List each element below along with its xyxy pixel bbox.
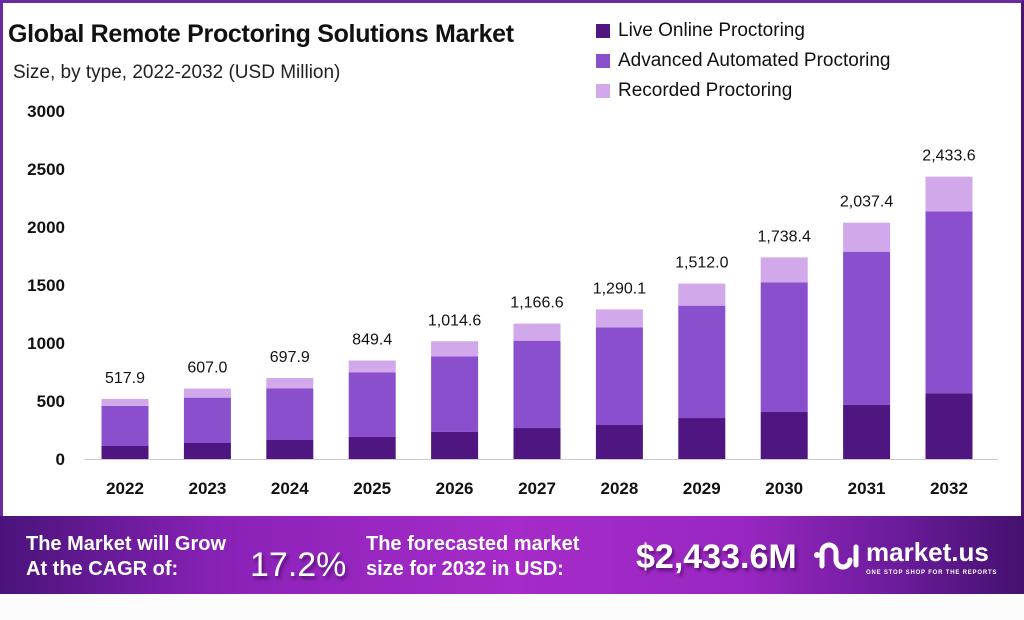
cagr-label-line1: The Market will Grow bbox=[26, 533, 227, 555]
total-label-2025: 849.4 bbox=[352, 331, 392, 348]
legend-item-advanced: Advanced Automated Proctoring bbox=[596, 46, 891, 76]
legend-swatch-live bbox=[596, 24, 610, 38]
bar-segment-recorded-2022 bbox=[101, 398, 149, 406]
y-tick-label: 1500 bbox=[27, 276, 65, 295]
y-tick-label: 2000 bbox=[27, 218, 65, 237]
bar-segment-advanced-2024 bbox=[266, 388, 314, 440]
x-tick-label-2027: 2027 bbox=[518, 479, 556, 498]
bar-segment-recorded-2026 bbox=[431, 341, 479, 357]
chart-subtitle: Size, by type, 2022-2032 (USD Million) bbox=[13, 62, 341, 83]
total-label-2029: 1,512.0 bbox=[675, 255, 728, 272]
bar-segment-advanced-2028 bbox=[595, 327, 643, 426]
bar-segment-live-2031 bbox=[843, 404, 891, 459]
total-label-2028: 1,290.1 bbox=[593, 280, 646, 297]
bar-segment-advanced-2031 bbox=[843, 251, 891, 405]
legend-item-live: Live Online Proctoring bbox=[596, 16, 891, 46]
bar-segment-live-2024 bbox=[266, 439, 314, 459]
bar-segment-recorded-2032 bbox=[925, 176, 973, 212]
x-tick-label-2029: 2029 bbox=[683, 479, 721, 498]
x-tick-label-2031: 2031 bbox=[848, 479, 886, 498]
cagr-value: 17.2% bbox=[250, 546, 347, 584]
bar-segment-live-2025 bbox=[348, 436, 396, 459]
bar-segment-live-2026 bbox=[431, 431, 479, 459]
legend-swatch-advanced bbox=[596, 54, 610, 68]
bar-segment-advanced-2025 bbox=[348, 372, 396, 437]
market-us-logo-icon bbox=[814, 542, 859, 570]
bar-segment-live-2028 bbox=[595, 425, 643, 459]
market-us-logo-text: market.us bbox=[866, 537, 989, 567]
bar-segment-advanced-2029 bbox=[678, 305, 726, 419]
bar-segment-recorded-2023 bbox=[183, 388, 231, 398]
footer-strip bbox=[0, 594, 1024, 620]
x-tick-label-2024: 2024 bbox=[271, 479, 309, 498]
total-label-2030: 1,738.4 bbox=[758, 228, 811, 245]
bar-segment-advanced-2027 bbox=[513, 340, 561, 429]
bar-segment-live-2027 bbox=[513, 428, 561, 459]
bar-segment-live-2023 bbox=[183, 442, 231, 459]
legend: Live Online Proctoring Advanced Automate… bbox=[596, 16, 891, 106]
cagr-label-line2: At the CAGR of: bbox=[26, 558, 179, 580]
total-label-2031: 2,037.4 bbox=[840, 194, 893, 211]
bar-segment-recorded-2029 bbox=[678, 283, 726, 306]
legend-swatch-recorded bbox=[596, 84, 610, 98]
bar-segment-advanced-2030 bbox=[760, 282, 808, 413]
bar-segment-recorded-2027 bbox=[513, 323, 561, 341]
x-tick-label-2030: 2030 bbox=[765, 479, 803, 498]
bar-segment-advanced-2023 bbox=[183, 397, 231, 443]
y-tick-label: 1000 bbox=[27, 334, 65, 353]
bar-segment-advanced-2026 bbox=[431, 356, 479, 432]
x-tick-label-2022: 2022 bbox=[106, 479, 144, 498]
summary-banner: The Market will Grow At the CAGR of: 17.… bbox=[0, 516, 1024, 594]
y-tick-label: 0 bbox=[56, 450, 65, 469]
y-tick-label: 3000 bbox=[27, 102, 65, 121]
x-tick-label-2028: 2028 bbox=[600, 479, 638, 498]
legend-label-advanced: Advanced Automated Proctoring bbox=[618, 50, 891, 71]
x-tick-label-2023: 2023 bbox=[188, 479, 226, 498]
forecast-value: $2,433.6M bbox=[636, 538, 797, 576]
market-us-tagline: ONE STOP SHOP FOR THE REPORTS bbox=[866, 570, 998, 576]
legend-label-live: Live Online Proctoring bbox=[618, 20, 805, 41]
bar-segment-recorded-2025 bbox=[348, 360, 396, 373]
legend-label-recorded: Recorded Proctoring bbox=[618, 80, 793, 101]
total-label-2026: 1,014.6 bbox=[428, 312, 481, 329]
bar-segment-recorded-2031 bbox=[843, 222, 891, 252]
bar-segment-live-2029 bbox=[678, 418, 726, 459]
bar-segment-live-2022 bbox=[101, 446, 149, 459]
x-tick-label-2032: 2032 bbox=[930, 479, 968, 498]
bar-segment-advanced-2022 bbox=[101, 405, 149, 447]
x-tick-label-2026: 2026 bbox=[436, 479, 474, 498]
bar-segment-live-2030 bbox=[760, 412, 808, 459]
bar-segment-advanced-2032 bbox=[925, 211, 973, 394]
bar-segment-live-2032 bbox=[925, 393, 973, 459]
legend-item-recorded: Recorded Proctoring bbox=[596, 76, 891, 106]
y-tick-label: 2500 bbox=[27, 160, 65, 179]
stacked-bar-chart: 0 500 1000 1500 2000 2500 3000 517.9 2022 607.0 20… bbox=[27, 102, 998, 498]
total-label-2023: 607.0 bbox=[187, 360, 227, 377]
forecast-label-line2: size for 2032 in USD: bbox=[366, 558, 564, 580]
bar-segment-recorded-2024 bbox=[266, 378, 314, 389]
bar-segment-recorded-2028 bbox=[595, 309, 643, 328]
total-label-2027: 1,166.6 bbox=[510, 295, 563, 312]
total-label-2032: 2,433.6 bbox=[922, 148, 975, 165]
y-tick-label: 500 bbox=[37, 392, 65, 411]
forecast-label-line1: The forecasted market bbox=[366, 533, 580, 555]
bar-segment-recorded-2030 bbox=[760, 257, 808, 283]
total-label-2022: 517.9 bbox=[105, 370, 145, 387]
chart-title: Global Remote Proctoring Solutions Marke… bbox=[8, 20, 514, 48]
total-label-2024: 697.9 bbox=[270, 349, 310, 366]
x-tick-label-2025: 2025 bbox=[353, 479, 391, 498]
